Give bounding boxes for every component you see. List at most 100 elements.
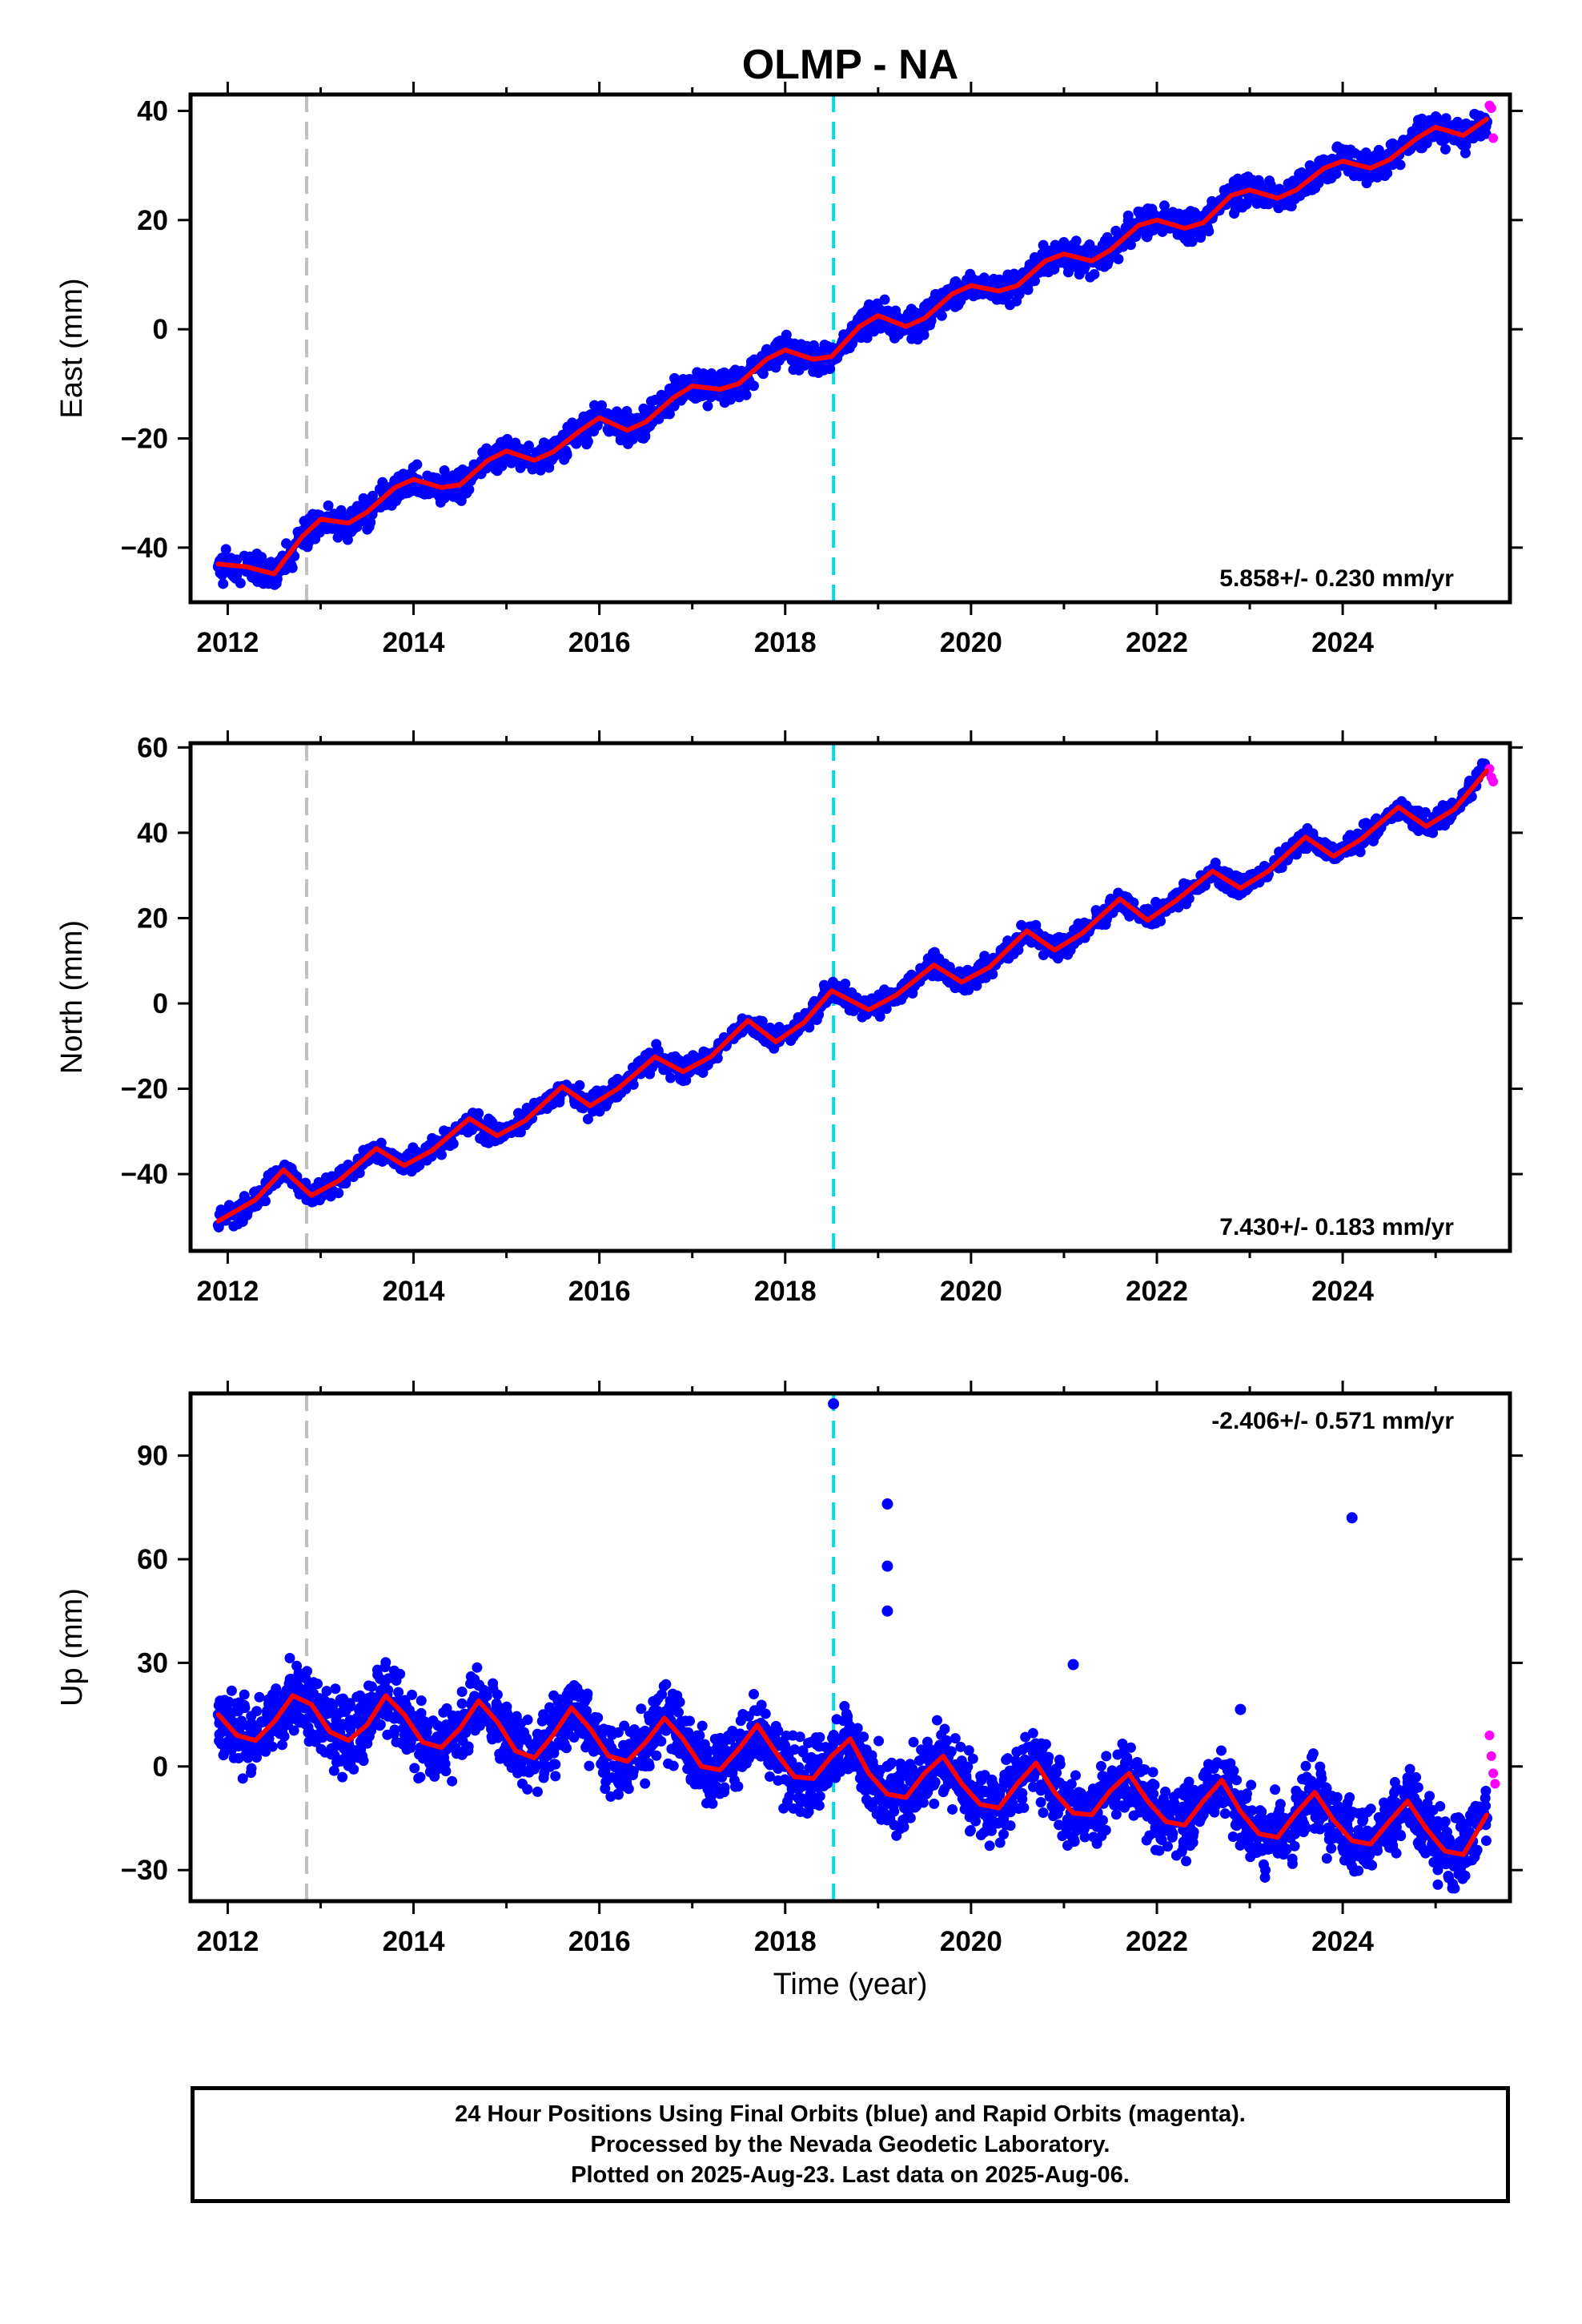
north-final-point bbox=[857, 1011, 868, 1023]
east-final-point bbox=[439, 464, 450, 476]
east-final-point bbox=[504, 439, 516, 450]
up-final-point bbox=[363, 1680, 374, 1691]
up-final-point bbox=[389, 1724, 400, 1735]
up-final-point bbox=[294, 1716, 305, 1727]
north-final-point bbox=[669, 1051, 681, 1062]
north-final-point bbox=[848, 1005, 859, 1016]
east-x-tick-label: 2020 bbox=[940, 627, 1002, 658]
east-final-point bbox=[875, 323, 886, 334]
up-final-point bbox=[350, 1747, 361, 1759]
up-final-point bbox=[516, 1778, 528, 1789]
up-final-point bbox=[417, 1753, 428, 1764]
east-final-point bbox=[1395, 159, 1406, 171]
up-final-point bbox=[420, 1717, 431, 1728]
east-final-point bbox=[1019, 283, 1030, 295]
east-final-point bbox=[1089, 268, 1100, 279]
east-final-point bbox=[770, 362, 781, 373]
east-final-point bbox=[576, 432, 587, 444]
up-final-point bbox=[613, 1772, 624, 1783]
up-final-point bbox=[612, 1788, 624, 1799]
east-final-point bbox=[644, 405, 655, 416]
north-final-point bbox=[1100, 919, 1111, 931]
north-final-point bbox=[1090, 905, 1102, 916]
north-final-point bbox=[687, 1050, 698, 1061]
up-final-point bbox=[1235, 1703, 1247, 1715]
up-final-point bbox=[256, 1716, 267, 1727]
east-final-point bbox=[1468, 133, 1479, 144]
east-final-point bbox=[1360, 147, 1371, 159]
up-final-point bbox=[548, 1747, 560, 1759]
north-rate-label: 7.430+/- 0.183 mm/yr bbox=[1219, 1214, 1454, 1240]
up-final-point bbox=[393, 1669, 404, 1680]
east-rapid-point bbox=[1486, 103, 1496, 114]
up-final-point bbox=[623, 1783, 634, 1795]
up-final-point bbox=[260, 1746, 271, 1757]
north-x-tick-label: 2022 bbox=[1126, 1276, 1188, 1307]
up-final-point bbox=[270, 1687, 281, 1699]
east-final-point bbox=[1298, 187, 1309, 198]
north-final-point bbox=[485, 1116, 496, 1128]
north-final-point bbox=[466, 1123, 477, 1134]
up-final-point bbox=[275, 1728, 286, 1739]
east-final-point bbox=[1253, 175, 1264, 186]
east-final-point bbox=[735, 368, 746, 380]
up-final-point bbox=[239, 1703, 251, 1714]
north-final-point bbox=[652, 1045, 664, 1056]
east-final-point bbox=[535, 464, 546, 476]
east-panel: 2012 2014 2016 2018 2020 2022 2024−40−2002040E… bbox=[55, 82, 1523, 658]
north-final-point bbox=[239, 1209, 250, 1220]
east-final-point bbox=[1416, 143, 1427, 154]
up-final-point bbox=[522, 1715, 533, 1726]
east-final-point bbox=[1264, 175, 1275, 187]
up-final-point bbox=[294, 1672, 305, 1683]
east-final-point bbox=[1373, 147, 1384, 159]
east-final-point bbox=[254, 573, 265, 584]
north-final-point bbox=[1038, 950, 1049, 961]
north-x-tick-label: 2024 bbox=[1311, 1276, 1374, 1307]
east-final-point bbox=[1002, 271, 1014, 283]
east-final-point bbox=[1430, 111, 1441, 122]
east-final-point bbox=[808, 340, 819, 351]
up-final-point bbox=[500, 1711, 512, 1722]
east-final-point bbox=[287, 562, 298, 573]
east-final-point bbox=[1237, 202, 1248, 213]
up-final-point bbox=[416, 1695, 427, 1707]
east-y-axis-label: East (mm) bbox=[55, 278, 89, 418]
east-final-point bbox=[968, 291, 979, 302]
north-final-point bbox=[320, 1172, 331, 1183]
east-final-point bbox=[1440, 113, 1452, 124]
east-y-tick-label: −20 bbox=[121, 423, 168, 454]
east-frame bbox=[188, 92, 1512, 605]
east-y-tick-label: 0 bbox=[153, 314, 168, 345]
north-final-point bbox=[483, 1137, 494, 1148]
north-y-axis-label: North (mm) bbox=[55, 920, 89, 1074]
north-final-point bbox=[959, 985, 970, 996]
east-final-point bbox=[1229, 208, 1240, 219]
east-final-point bbox=[323, 500, 334, 511]
north-final-point bbox=[929, 947, 940, 958]
east-x-tick-label: 2022 bbox=[1126, 627, 1188, 658]
east-final-point bbox=[725, 388, 737, 399]
east-final-point bbox=[567, 417, 578, 428]
up-final-point bbox=[512, 1767, 524, 1779]
east-x-tick-label: 2012 bbox=[196, 627, 259, 658]
east-final-point bbox=[1435, 135, 1447, 147]
east-final-point bbox=[799, 360, 810, 371]
east-final-point bbox=[1030, 275, 1041, 287]
up-final-point bbox=[628, 1724, 640, 1735]
up-final-point bbox=[456, 1698, 468, 1709]
east-final-point bbox=[327, 521, 338, 533]
east-final-point bbox=[1296, 167, 1307, 178]
east-final-point bbox=[1460, 147, 1471, 159]
up-final-point bbox=[291, 1660, 303, 1671]
north-y-tick-label: −20 bbox=[121, 1074, 168, 1105]
east-final-point bbox=[299, 516, 310, 527]
up-final-point bbox=[329, 1750, 340, 1761]
up-final-point bbox=[306, 1686, 317, 1697]
east-final-point bbox=[1286, 201, 1297, 212]
up-final-point bbox=[473, 1680, 484, 1691]
east-final-point bbox=[1133, 206, 1144, 217]
up-final-point bbox=[239, 1689, 250, 1700]
up-final-point bbox=[405, 1736, 416, 1747]
